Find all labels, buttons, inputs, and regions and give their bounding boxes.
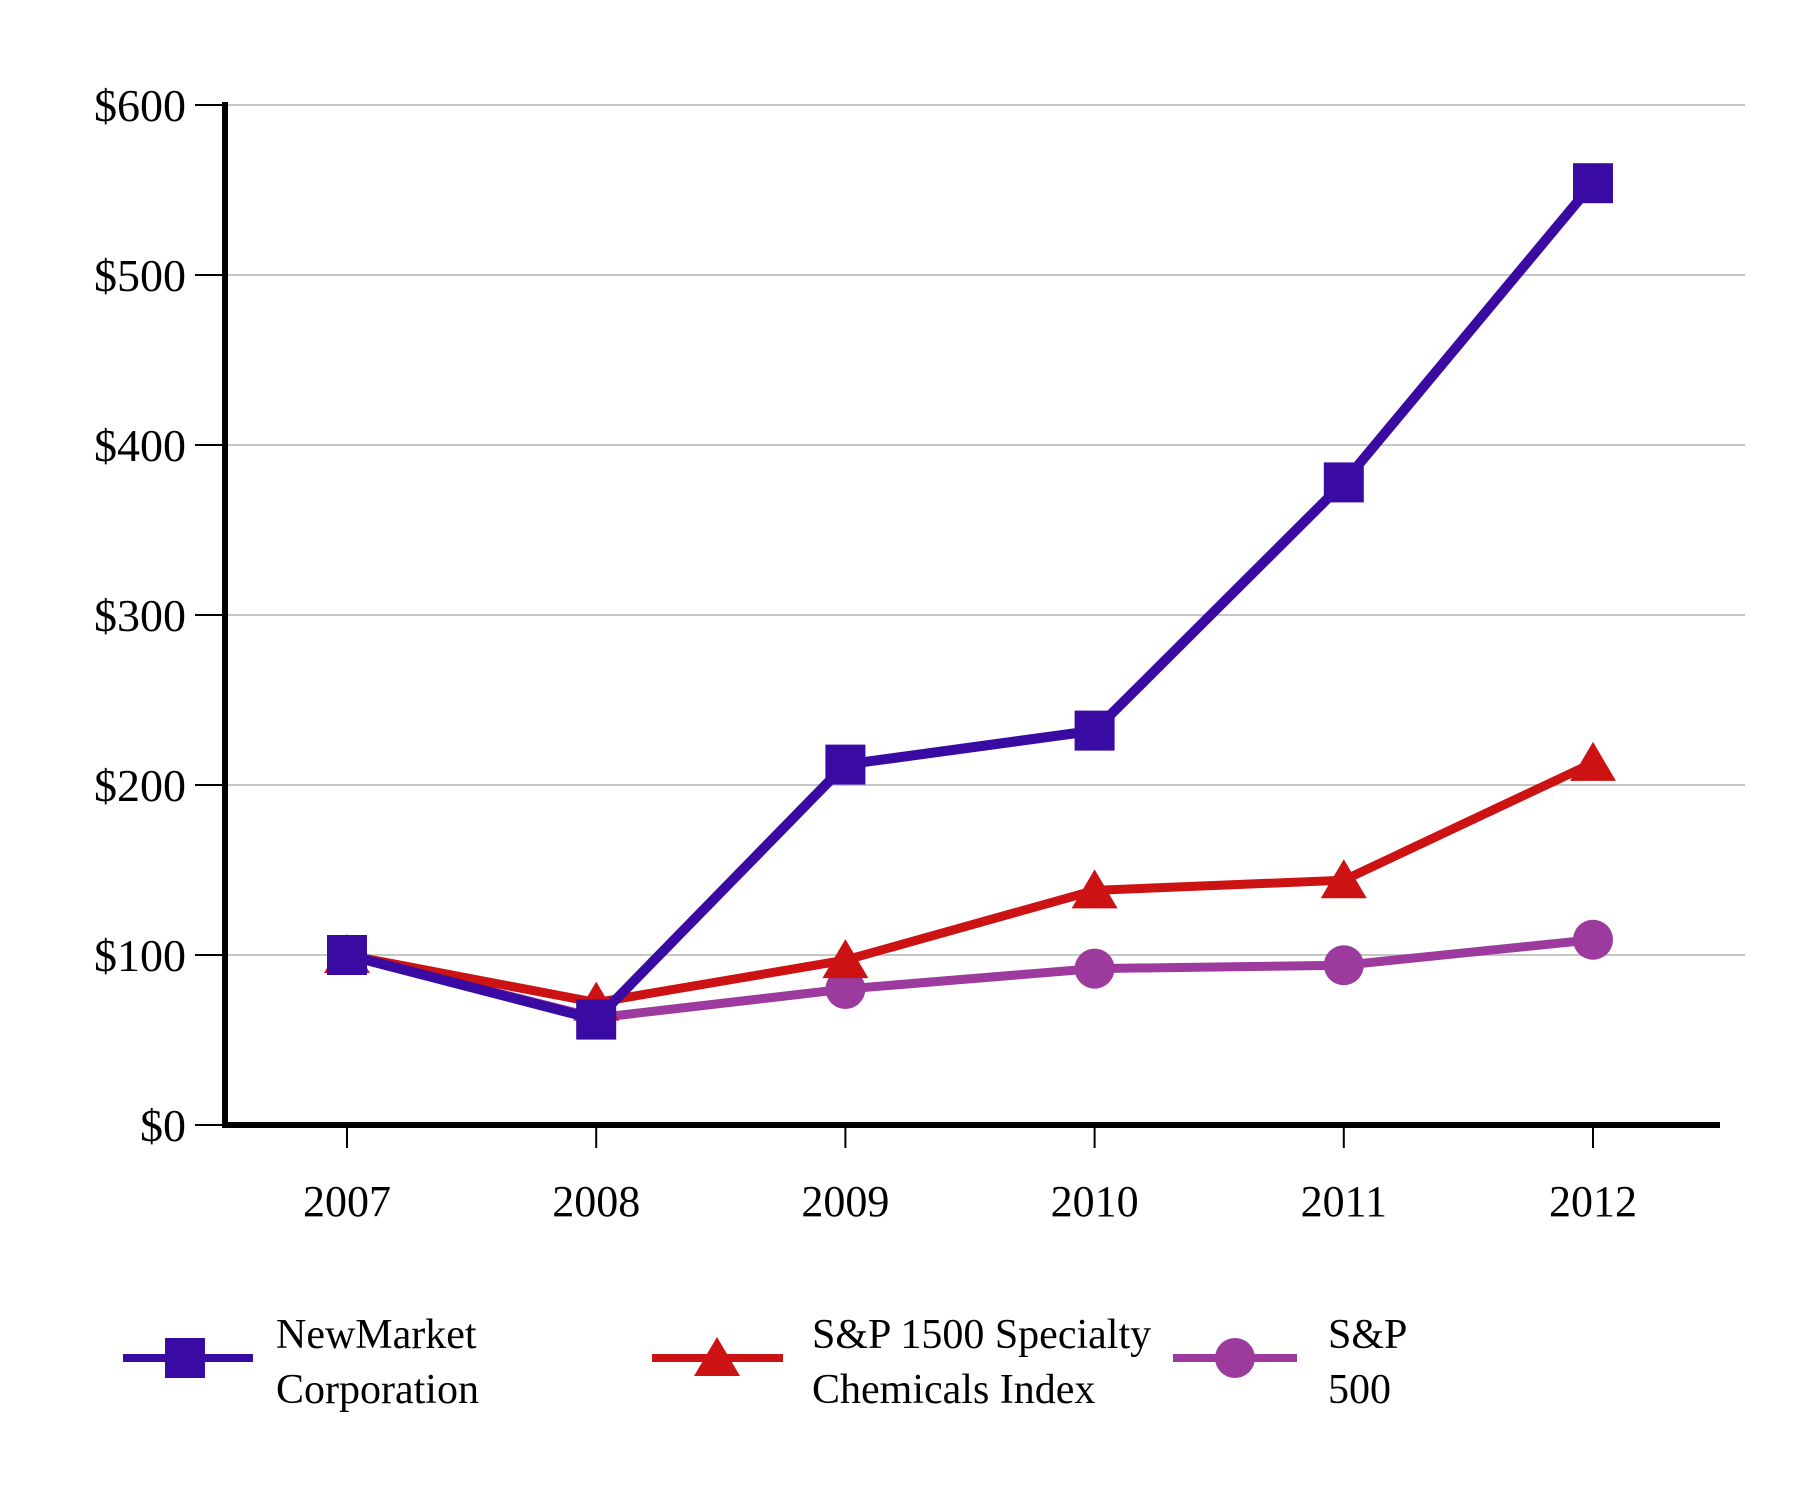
y-axis-label-600: $600 [94, 80, 186, 131]
datapoint-s-p-1500-specialty-chemicals-index-triangle-marker [1071, 869, 1118, 909]
y-axis-label-0: $0 [140, 1100, 186, 1151]
datapoint-s-p-1500-specialty-chemicals-index-triangle-marker [1570, 741, 1616, 781]
x-axis-label-2007: 2007 [303, 1177, 391, 1226]
y-axis-label-500: $500 [94, 250, 186, 301]
x-axis-label-2012: 2012 [1549, 1177, 1637, 1226]
datapoint-newmarket-corporation-square-marker [1074, 710, 1115, 751]
x-axis-label-2011: 2011 [1301, 1177, 1387, 1226]
legend-label-newmarket-corporation-line2: Corporation [276, 1367, 479, 1413]
x-axis-label-2008: 2008 [552, 1177, 640, 1226]
datapoint-s-p-1500-specialty-chemicals-index-triangle-marker [822, 939, 869, 979]
legend-newmarket-corporation-square-marker [165, 1338, 205, 1378]
legend-label-s-p-500-line2: 500 [1328, 1367, 1391, 1413]
legend-label-newmarket-corporation-line1: NewMarket [276, 1312, 477, 1358]
datapoint-newmarket-corporation-square-marker [327, 935, 367, 975]
x-axis-label-2010: 2010 [1051, 1177, 1139, 1226]
datapoint-s-p-500-circle-marker [1074, 948, 1115, 989]
datapoint-newmarket-corporation-square-marker [1323, 462, 1364, 503]
datapoint-newmarket-corporation-square-marker [825, 744, 866, 785]
series-line-newmarket-corporation [345, 180, 1597, 1026]
legend-label-s-p-1500-specialty-chemicals-index-line1: S&P 1500 Specialty [812, 1312, 1151, 1358]
y-axis-label-300: $300 [94, 590, 186, 641]
y-axis-label-100: $100 [94, 930, 186, 981]
legend-s-p-1500-specialty-chemicals-index-triangle-marker [694, 1337, 740, 1376]
datapoint-s-p-500-circle-marker [1323, 945, 1364, 986]
datapoint-s-p-1500-specialty-chemicals-index-triangle-marker [1320, 859, 1367, 899]
series-line-s-p-1500-specialty-chemicals-index [346, 758, 1595, 1008]
datapoint-newmarket-corporation-square-marker [576, 999, 617, 1040]
y-axis-label-400: $400 [94, 420, 186, 471]
legend-label-s-p-1500-specialty-chemicals-index-line2: Chemicals Index [812, 1367, 1095, 1413]
datapoint-s-p-500-circle-marker [825, 969, 866, 1009]
datapoint-newmarket-corporation-square-marker [1573, 163, 1613, 204]
y-axis-label-200: $200 [94, 760, 186, 811]
legend-label-s-p-500-line1: S&P [1328, 1312, 1407, 1358]
legend-s-p-500-circle-marker [1215, 1338, 1255, 1378]
datapoint-s-p-500-circle-marker [1573, 919, 1613, 960]
x-axis-label-2009: 2009 [801, 1177, 889, 1226]
